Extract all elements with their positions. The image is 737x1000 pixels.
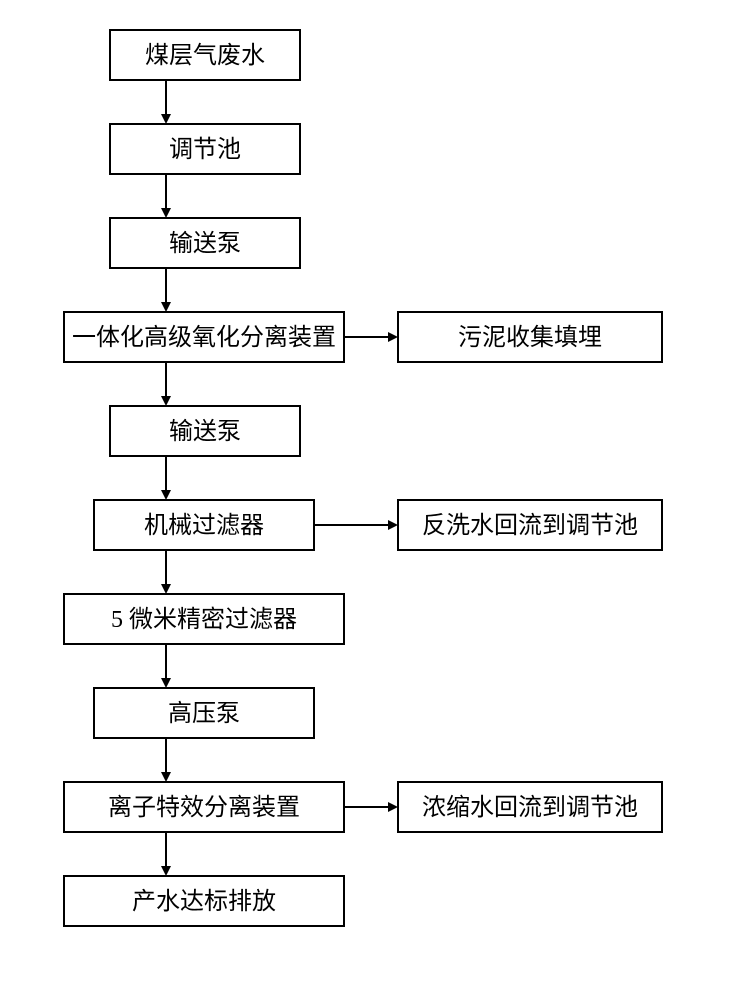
flow-node: 5 微米精密过滤器 [64,594,344,644]
node-label: 一体化高级氧化分离装置 [72,324,336,351]
node-label: 反洗水回流到调节池 [422,512,638,539]
flow-node: 污泥收集填埋 [398,312,662,362]
flow-node: 煤层气废水 [110,30,300,80]
flow-node: 一体化高级氧化分离装置 [64,312,344,362]
node-label: 调节池 [169,136,241,163]
node-label: 离子特效分离装置 [108,794,300,821]
node-label: 5 微米精密过滤器 [111,606,297,633]
flow-node: 高压泵 [94,688,314,738]
flow-node: 离子特效分离装置 [64,782,344,832]
node-label: 煤层气废水 [145,42,265,69]
node-label: 高压泵 [168,700,240,727]
flow-node: 调节池 [110,124,300,174]
node-label: 浓缩水回流到调节池 [422,794,638,821]
node-label: 产水达标排放 [132,888,276,915]
flow-node: 机械过滤器 [94,500,314,550]
flowchart: 煤层气废水调节池输送泵一体化高级氧化分离装置输送泵机械过滤器5 微米精密过滤器高… [0,0,737,1000]
flow-node: 浓缩水回流到调节池 [398,782,662,832]
flow-node: 输送泵 [110,406,300,456]
flow-node: 反洗水回流到调节池 [398,500,662,550]
node-label: 机械过滤器 [144,512,264,539]
node-label: 输送泵 [169,230,241,257]
flow-node: 产水达标排放 [64,876,344,926]
node-label: 污泥收集填埋 [458,324,602,351]
flow-node: 输送泵 [110,218,300,268]
node-label: 输送泵 [169,418,241,445]
